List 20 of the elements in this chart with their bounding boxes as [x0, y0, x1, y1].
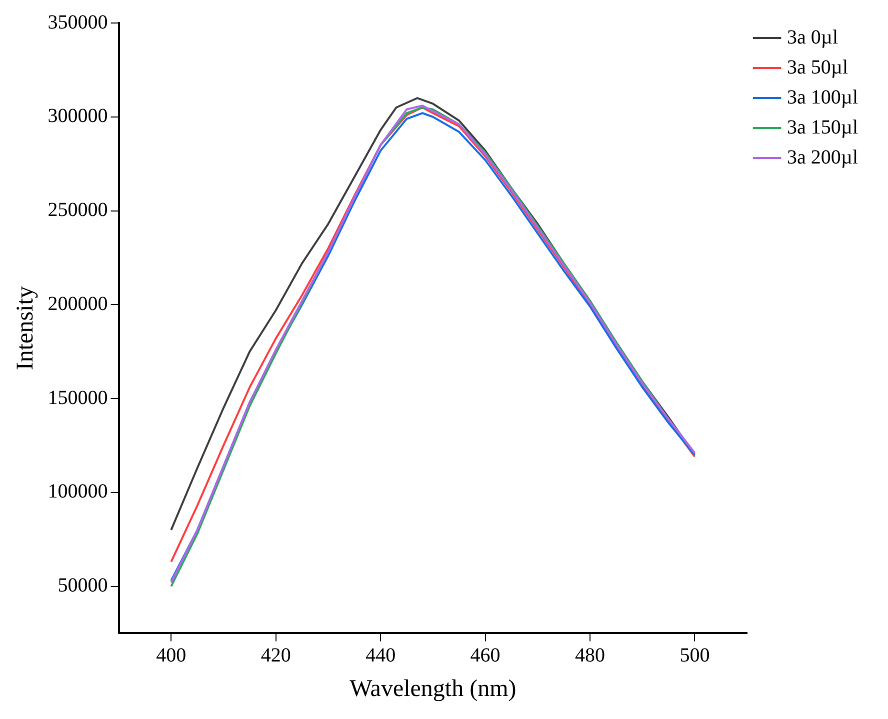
legend-label: 3a 50µl: [787, 56, 848, 78]
x-axis-title: Wavelength (nm): [350, 676, 516, 702]
y-tick-label: 300000: [48, 105, 108, 128]
legend-label: 3a 0µl: [787, 26, 838, 48]
y-tick-label: 150000: [48, 386, 108, 409]
y-tick-label: 250000: [48, 199, 108, 222]
legend-label: 3a 200µl: [787, 146, 858, 168]
y-tick-label: 200000: [48, 292, 108, 315]
x-tick-label: 400: [156, 644, 186, 666]
y-tick-label: 350000: [48, 11, 108, 34]
x-tick-label: 440: [366, 644, 396, 666]
x-tick-label: 460: [470, 644, 500, 666]
x-tick-label: 480: [574, 644, 605, 666]
legend-label: 3a 100µl: [787, 86, 858, 108]
x-tick-label: 500: [680, 644, 710, 666]
x-tick-label: 420: [260, 644, 291, 666]
y-tick-label: 50000: [58, 574, 108, 597]
y-tick-label: 100000: [48, 480, 108, 503]
y-axis-title: Intensity: [12, 286, 39, 370]
legend-label: 3a 150µl: [787, 116, 858, 138]
